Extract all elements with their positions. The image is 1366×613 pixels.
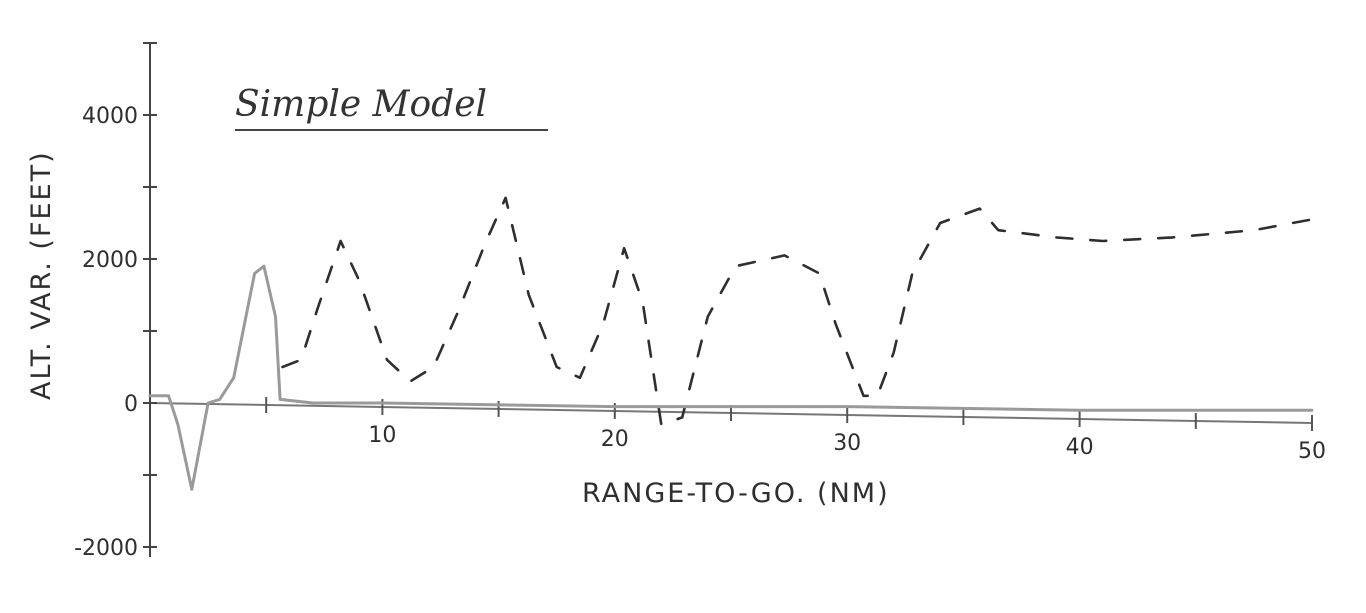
x-tick-label: 30 — [833, 431, 861, 456]
y-tick-label: 0 — [124, 392, 138, 417]
x-tick-label: 40 — [1066, 435, 1094, 460]
y-tick-label: 2000 — [82, 248, 138, 273]
x-tick-label: 50 — [1298, 439, 1326, 464]
chart-title: Simple Model — [235, 84, 487, 125]
x-axis-title: RANGE-TO-GO. (NM) — [582, 478, 890, 509]
series-line-dashed — [281, 196, 1314, 426]
series-line-solid — [148, 264, 1314, 491]
x-tick-label: 10 — [368, 423, 396, 448]
y-tick-label: 4000 — [82, 104, 138, 129]
y-axis-title: ALT. VAR. (FEET) — [26, 150, 57, 400]
y-tick-label: -2000 — [74, 536, 138, 561]
x-tick-label: 20 — [601, 427, 629, 452]
